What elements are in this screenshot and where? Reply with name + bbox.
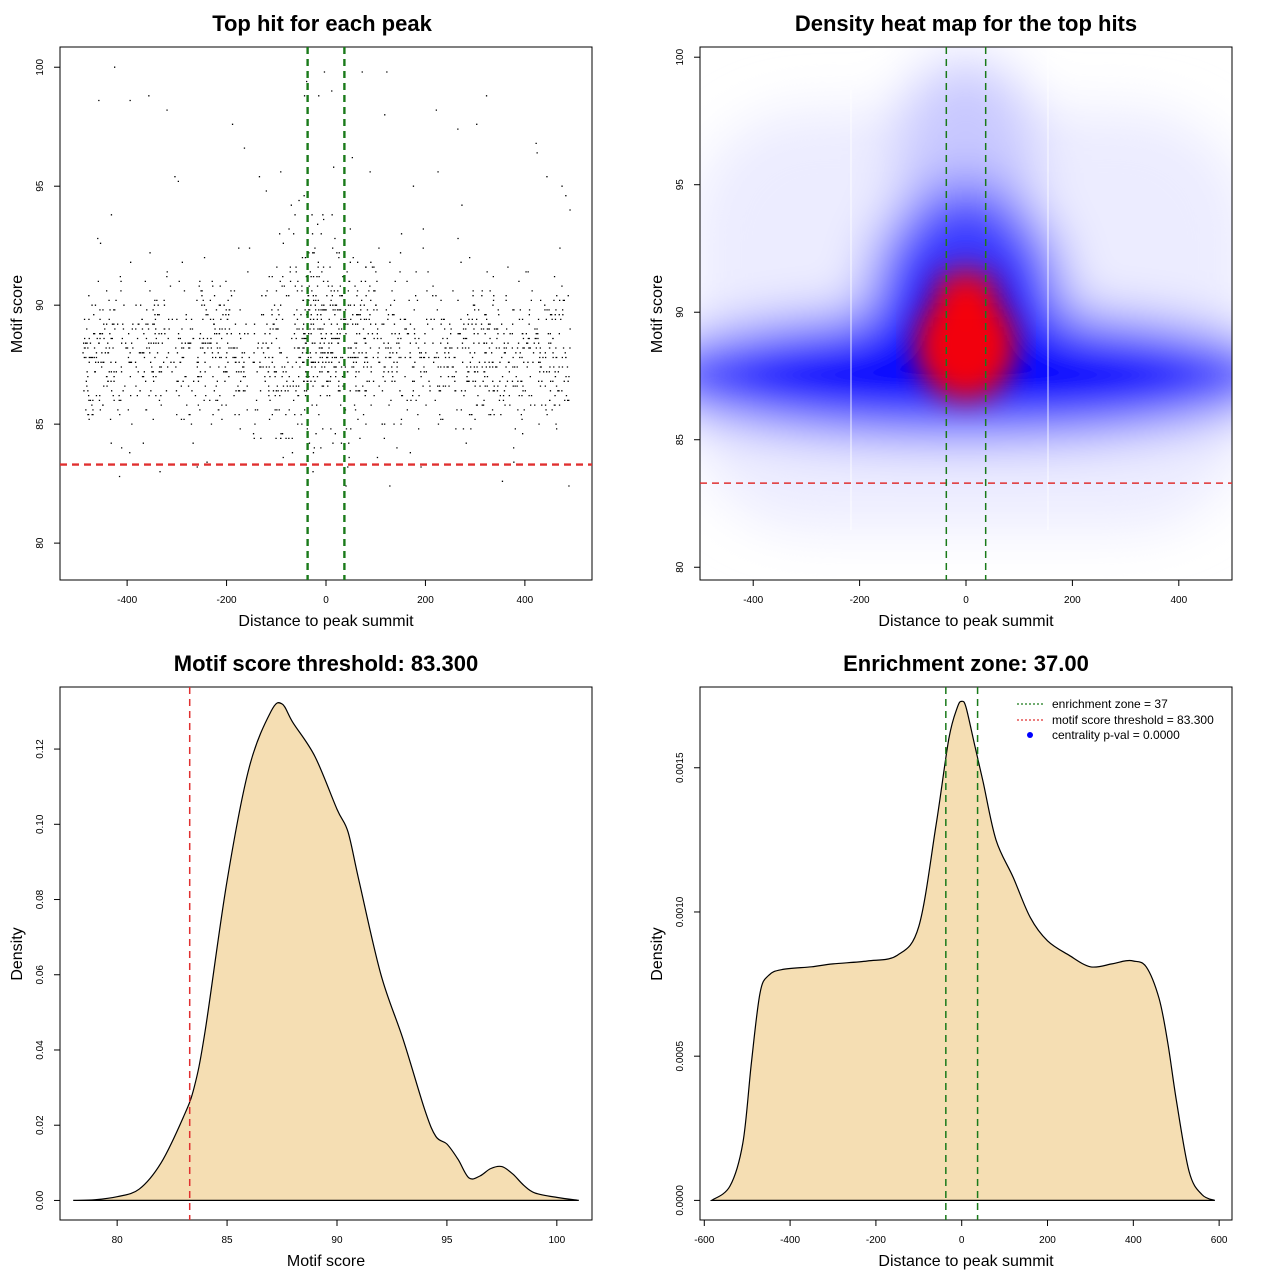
- panel2-title: Density heat map for the top hits: [795, 11, 1137, 36]
- panel4-xlabel: Distance to peak summit: [878, 1253, 1054, 1270]
- panel2-xlabel: Distance to peak summit: [878, 613, 1054, 630]
- x-tick-label: 200: [417, 595, 434, 606]
- x-tick-label: -400: [117, 595, 137, 606]
- panel4-y-axis: 0.0000 0.0005 0.0010 0.0015: [675, 752, 700, 1216]
- x-tick-label: 400: [517, 595, 534, 606]
- panel1-frame: [59, 46, 593, 581]
- y-tick-label: 0.06: [35, 965, 46, 985]
- x-tick-label: 200: [1064, 595, 1081, 606]
- panel4-title: Enrichment zone: 37.00: [843, 651, 1089, 676]
- x-tick-label: 95: [441, 1235, 453, 1246]
- x-tick-label: 400: [1125, 1235, 1142, 1246]
- y-tick-label: 85: [675, 434, 686, 446]
- y-tick-label: 95: [35, 180, 46, 192]
- y-tick-label: 100: [675, 48, 686, 65]
- panel2-reference-lines: [700, 47, 1232, 580]
- x-tick-label: 0: [959, 1235, 965, 1246]
- heatmap-upper-core: [896, 200, 1036, 280]
- heatmap-red-peak: [916, 290, 1016, 400]
- y-tick-label: 0.08: [35, 889, 46, 909]
- y-tick-label: 100: [35, 58, 46, 75]
- panel3-ylabel: Density: [9, 927, 26, 980]
- panel3-title: Motif score threshold: 83.300: [174, 651, 478, 676]
- panel-heatmap: Density heat map for the top hits -400 -2…: [649, 11, 1233, 630]
- x-tick-label: 0: [963, 595, 969, 606]
- panel-distance-density: Enrichment zone: 37.00 -600 -400 -200 0 200 4…: [649, 651, 1233, 1270]
- x-tick-label: -200: [866, 1235, 886, 1246]
- panel4-reference-lines: [945, 687, 979, 1220]
- distance-density-curve: [709, 700, 1216, 1201]
- panel-score-density: Motif score threshold: 83.300 80 85 90 95 10…: [9, 651, 593, 1270]
- legend-threshold-label: motif score threshold = 83.300: [1052, 713, 1214, 727]
- y-tick-label: 0.00: [35, 1190, 46, 1210]
- legend-pval-swatch: [1027, 732, 1033, 738]
- panel4-frame: [699, 686, 1233, 1221]
- y-tick-label: 0.02: [35, 1115, 46, 1135]
- legend-enrichment-label: enrichment zone = 37: [1052, 697, 1168, 711]
- legend-pval-label: centrality p-val = 0.0000: [1052, 728, 1180, 742]
- scatter-points: [82, 66, 571, 487]
- panel4-ylabel: Density: [649, 927, 666, 980]
- score-density-curve: [73, 702, 579, 1201]
- panel2-x-axis: -400 -200 0 200 400: [743, 580, 1188, 606]
- y-tick-label: 0.10: [35, 814, 46, 834]
- scatter-point-cloud: [82, 66, 571, 487]
- y-tick-label: 0.04: [35, 1040, 46, 1060]
- x-tick-label: -200: [850, 595, 870, 606]
- y-tick-label: 0.0010: [675, 896, 686, 927]
- y-tick-label: 90: [675, 306, 686, 318]
- x-tick-label: 0: [323, 595, 329, 606]
- panel3-x-axis: 80 85 90 95 100: [112, 1220, 566, 1246]
- y-tick-label: 90: [35, 299, 46, 311]
- panel3-frame: [59, 686, 593, 1221]
- panel1-xlabel: Distance to peak summit: [238, 613, 414, 630]
- x-tick-label: 200: [1039, 1235, 1056, 1246]
- x-tick-label: 100: [548, 1235, 565, 1246]
- y-tick-label: 0.0005: [675, 1040, 686, 1071]
- panel4-x-axis: -600 -400 -200 0 200 400 600: [694, 1220, 1228, 1246]
- panel4-legend: enrichment zone = 37 motif score thresho…: [1017, 697, 1214, 742]
- y-tick-label: 85: [35, 418, 46, 430]
- x-tick-label: 600: [1211, 1235, 1228, 1246]
- x-tick-label: 90: [331, 1235, 343, 1246]
- x-tick-label: 80: [112, 1235, 124, 1246]
- panel1-ylabel: Motif score: [9, 275, 26, 353]
- panel2-y-axis: 80 85 90 95 100: [675, 48, 700, 573]
- x-tick-label: 85: [222, 1235, 234, 1246]
- x-tick-label: -400: [780, 1235, 800, 1246]
- panel1-title: Top hit for each peak: [212, 11, 432, 36]
- x-tick-label: 400: [1170, 595, 1187, 606]
- heatmap-red-layer: [916, 268, 1016, 400]
- x-tick-label: -200: [217, 595, 237, 606]
- y-tick-label: 0.12: [35, 739, 46, 759]
- panel1-x-axis: -400 -200 0 200 400: [117, 580, 534, 606]
- y-tick-label: 80: [35, 537, 46, 549]
- heatmap-density: [700, 47, 1232, 580]
- panel-scatter: Top hit for each peak -400 -200 0 200 400 80…: [9, 11, 593, 630]
- x-tick-label: -600: [694, 1235, 714, 1246]
- panel3-y-axis: 0.00 0.02 0.04 0.06 0.08 0.10 0.12: [35, 739, 60, 1210]
- panel1-y-axis: 80 85 90 95 100: [35, 58, 60, 549]
- panel1-reference-lines: [60, 47, 592, 580]
- y-tick-label: 0.0015: [675, 752, 686, 783]
- panel3-xlabel: Motif score: [287, 1253, 365, 1270]
- y-tick-label: 95: [675, 179, 686, 191]
- heatmap-red-upper: [934, 268, 998, 312]
- panel2-ylabel: Motif score: [649, 275, 666, 353]
- x-tick-label: -400: [743, 595, 763, 606]
- y-tick-label: 0.0000: [675, 1185, 686, 1216]
- y-tick-label: 80: [675, 561, 686, 573]
